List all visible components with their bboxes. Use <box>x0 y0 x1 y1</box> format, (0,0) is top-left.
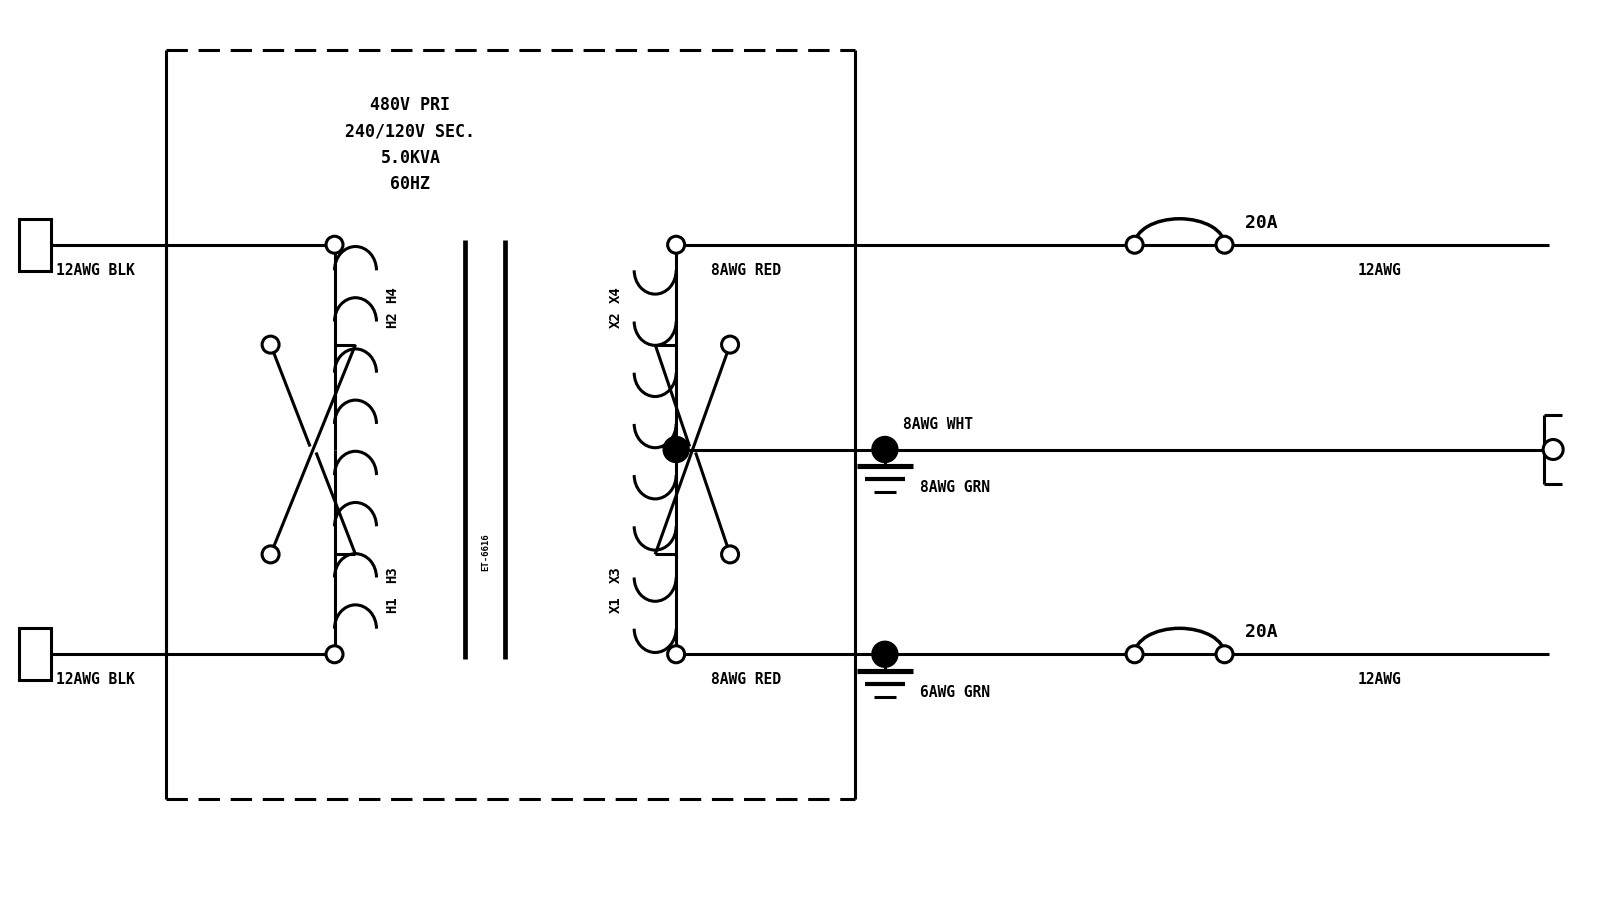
Circle shape <box>722 336 739 353</box>
Text: 6AWG GRN: 6AWG GRN <box>920 685 990 699</box>
Circle shape <box>262 336 278 353</box>
Text: H3: H3 <box>386 566 400 583</box>
Text: 8AWG RED: 8AWG RED <box>710 263 781 278</box>
FancyBboxPatch shape <box>19 628 51 681</box>
Text: 8AWG RED: 8AWG RED <box>710 672 781 687</box>
Circle shape <box>1216 645 1234 663</box>
Circle shape <box>667 645 685 663</box>
Text: H4: H4 <box>386 286 400 303</box>
Text: X3: X3 <box>610 566 622 583</box>
Text: 12AWG: 12AWG <box>1357 672 1402 687</box>
Text: 8AWG WHT: 8AWG WHT <box>902 416 973 432</box>
Text: ET-6616: ET-6616 <box>482 533 490 571</box>
Circle shape <box>326 236 342 254</box>
Circle shape <box>872 437 898 462</box>
Circle shape <box>1126 645 1142 663</box>
Text: 480V PRI
240/120V SEC.
5.0KVA
60HZ: 480V PRI 240/120V SEC. 5.0KVA 60HZ <box>346 96 475 193</box>
Text: X4: X4 <box>610 286 622 303</box>
Text: H1: H1 <box>386 596 400 613</box>
Text: 12AWG: 12AWG <box>1357 263 1402 278</box>
Circle shape <box>1542 440 1563 459</box>
Circle shape <box>1126 236 1142 254</box>
Text: 12AWG BLK: 12AWG BLK <box>56 672 134 687</box>
Text: 8AWG GRN: 8AWG GRN <box>920 480 990 495</box>
Text: 12AWG BLK: 12AWG BLK <box>56 263 134 278</box>
Text: H2: H2 <box>386 311 400 328</box>
Circle shape <box>667 236 685 254</box>
Circle shape <box>662 437 690 462</box>
Circle shape <box>326 645 342 663</box>
Circle shape <box>872 641 898 667</box>
FancyBboxPatch shape <box>19 218 51 271</box>
Circle shape <box>722 546 739 563</box>
Text: 20A: 20A <box>1245 214 1277 232</box>
Text: 20A: 20A <box>1245 623 1277 641</box>
Circle shape <box>262 546 278 563</box>
Circle shape <box>1216 236 1234 254</box>
Text: X1: X1 <box>610 596 622 613</box>
Text: X2: X2 <box>610 311 622 328</box>
